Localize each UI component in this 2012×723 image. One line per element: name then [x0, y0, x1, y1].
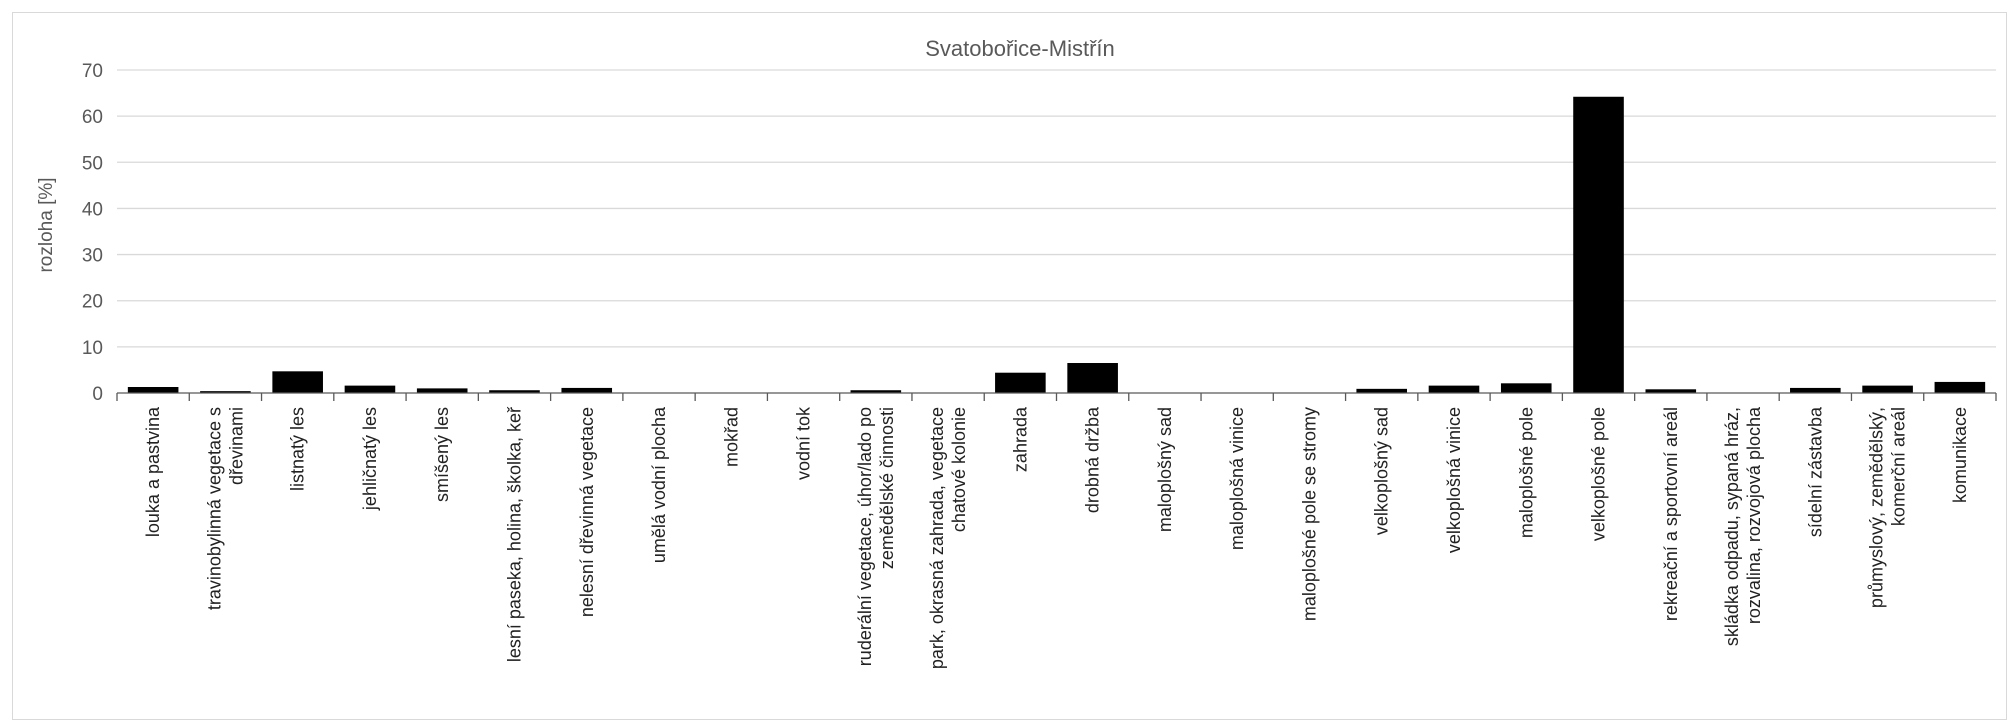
bar	[1934, 381, 1986, 393]
x-category-label: drobná držba	[1083, 406, 1103, 513]
y-tick-label: 50	[82, 153, 103, 174]
x-category-label: mokřad	[721, 407, 741, 467]
bar	[561, 387, 613, 393]
x-category-label: ruderální vegetace, úhor/lado po zeměděls…	[855, 407, 897, 666]
x-axis-category-labels: louka a pastvina travinobylinná vegetace …	[143, 406, 1970, 669]
x-category-label: velkoplošné pole	[1589, 407, 1609, 541]
x-category-label: zahrada	[1010, 406, 1030, 472]
x-category-label: umělá vodní plocha	[649, 406, 669, 563]
y-axis-ticks: 0 10 20 30 40 50 60 70	[82, 61, 103, 405]
y-tick-label: 70	[82, 61, 103, 82]
bar	[200, 391, 251, 393]
x-category-label: park, okrasná zahrada, vegetace chatové k…	[927, 407, 969, 669]
x-category-label: velkoplošná vinice	[1444, 407, 1464, 553]
bar	[1428, 385, 1480, 393]
x-category-label: skládka odpadu, sypaná hráz, rozvalina, r…	[1722, 406, 1764, 646]
x-category-label: velkoplošný sad	[1372, 407, 1392, 535]
gridlines	[117, 69, 1996, 348]
x-category-label: průmyslový, zemědělský, komerční areál	[1867, 407, 1909, 608]
bar	[1862, 385, 1913, 393]
chart-title: Svatobořice-Mistřín	[925, 36, 1115, 61]
x-axis	[116, 392, 1997, 401]
x-category-label: vodní tok	[794, 406, 814, 480]
x-category-label: jehličnatý les	[360, 407, 380, 511]
y-tick-label: 30	[82, 246, 103, 267]
y-tick-label: 60	[82, 107, 103, 128]
bar	[1645, 389, 1697, 393]
x-category-label: smíšený les	[432, 407, 452, 502]
y-tick-label: 0	[92, 384, 103, 405]
x-category-label: listnatý les	[288, 407, 308, 491]
bar	[850, 390, 902, 393]
x-category-label: lesní paseka, holina, školka, keř	[505, 406, 525, 662]
bars	[127, 96, 1986, 394]
x-category-label: maloplošné pole se stromy	[1299, 407, 1319, 621]
bar	[1500, 383, 1552, 393]
x-category-label: maloplošné pole	[1516, 407, 1536, 538]
y-axis-label: rozloha [%]	[36, 177, 57, 272]
bar	[995, 372, 1046, 393]
y-tick-label: 10	[82, 338, 103, 359]
y-tick-label: 20	[82, 292, 103, 313]
bar	[272, 371, 323, 393]
bar	[1790, 387, 1841, 393]
x-category-label: travinobylinná vegetace s dřevinami	[204, 407, 246, 610]
bar	[344, 385, 396, 393]
x-category-label: maloplošná vinice	[1227, 407, 1247, 550]
bar	[1067, 363, 1118, 393]
y-tick-label: 40	[82, 199, 103, 220]
x-category-label: nelesní dřevinná vegetace	[577, 407, 597, 617]
bar	[489, 390, 540, 393]
x-category-label: louka a pastvina	[143, 406, 163, 537]
bar	[1356, 388, 1408, 393]
x-category-label: sídelní zástavba	[1805, 406, 1825, 537]
bar	[416, 388, 468, 393]
bar	[127, 387, 179, 393]
x-category-label: komunikace	[1950, 407, 1970, 503]
bar	[1573, 96, 1624, 394]
chart-frame	[12, 12, 2007, 720]
x-category-label: rekreační a sportovní areál	[1661, 407, 1681, 621]
x-category-label: maloplošný sad	[1155, 407, 1175, 532]
